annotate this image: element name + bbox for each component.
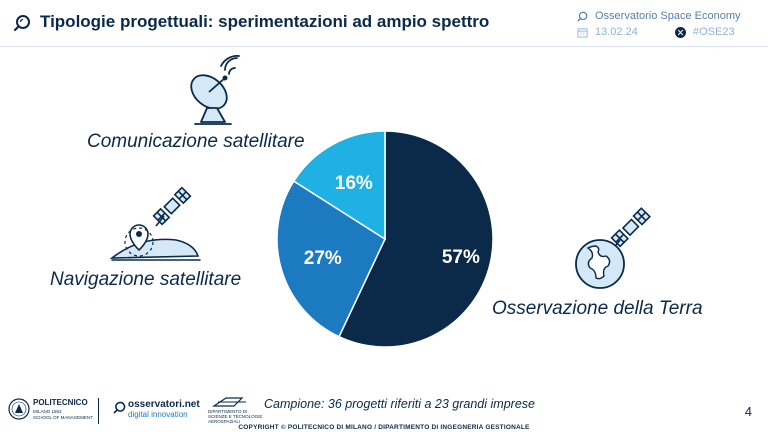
- logo-dept-sub1: DIPARTIMENTO DI: [208, 409, 248, 414]
- gps-satellite-icon: [110, 186, 201, 261]
- page-number: 4: [744, 404, 752, 419]
- page-title: Tipologie progettuali: sperimentazioni a…: [40, 12, 490, 31]
- pie-label-osservazione-della-terra: 57%: [442, 247, 480, 268]
- pie-slice-navigazione-satellitare: [276, 180, 386, 338]
- copyright-text: COPYRIGHT © POLITECNICO DI MILANO / DIPA…: [238, 424, 530, 431]
- x-social-icon: [675, 27, 686, 38]
- logo-dept-sub3: AEROSPAZIALI: [208, 419, 241, 424]
- label-communication: Comunicazione satellitare: [87, 131, 305, 152]
- pie-label-comunicazione-satellitare: 16%: [335, 173, 373, 194]
- footer-divider: [98, 398, 99, 424]
- hashtag-text: #OSE23: [693, 26, 735, 38]
- label-navigation: Navigazione satellitare: [50, 269, 242, 290]
- pie-slice-osservazione-della-terra: [338, 130, 494, 348]
- politecnico-seal-icon: [8, 398, 30, 420]
- satellite-dish-icon: [190, 55, 240, 125]
- logo-polimi-sub2: SCHOOL OF MANAGEMENT: [33, 415, 93, 420]
- pie-label-navigazione-satellitare: 27%: [304, 248, 342, 269]
- logo-polimi-name: POLITECNICO: [33, 398, 88, 407]
- search-bubble-icon: [577, 11, 588, 22]
- pie-slice-comunicazione-satellitare: [292, 130, 386, 241]
- header-divider: [0, 46, 768, 47]
- search-bubble-icon: [13, 15, 30, 32]
- pie-chart: 57% 27% 16%: [276, 130, 494, 348]
- earth-satellite-icon: [575, 207, 651, 289]
- aerospace-dept-logo-icon: [212, 397, 246, 407]
- logo-osservatori-name: osservatori.net: [128, 399, 200, 410]
- label-observation: Osservazione della Terra: [492, 298, 703, 319]
- logo-dept-sub2: SCIENZE E TECNOLOGIE: [208, 414, 263, 419]
- osservatori-logo-icon: [113, 401, 126, 414]
- logo-osservatori-sub: digital innovation: [128, 410, 188, 419]
- observatory-name: Osservatorio Space Economy: [595, 10, 741, 22]
- logo-polimi-sub1: MILANO 1863: [33, 409, 62, 414]
- sample-note: Campione: 36 progetti riferiti a 23 gran…: [264, 397, 535, 411]
- date-text: 13.02.24: [595, 26, 638, 38]
- calendar-icon: [577, 28, 588, 38]
